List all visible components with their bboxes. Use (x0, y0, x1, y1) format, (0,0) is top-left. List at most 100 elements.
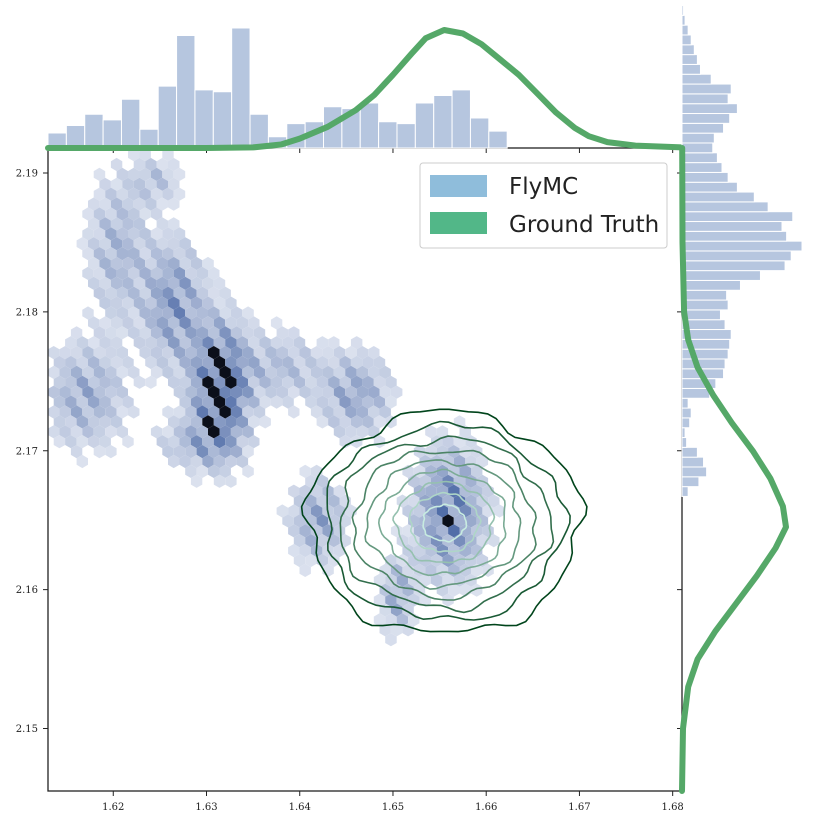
hexbin-cell (70, 385, 83, 399)
hexbin-cell (168, 415, 180, 429)
hexbin-cell (70, 445, 83, 459)
x-marginal-bar (433, 95, 453, 149)
hexbin-cell (196, 405, 208, 419)
x-marginal-bar (194, 89, 214, 149)
hexbin-cell (431, 474, 443, 488)
hexbin-cell (99, 177, 111, 191)
hexbin-cell (88, 256, 100, 271)
hexbin-cell (173, 346, 186, 360)
hexbin-cell (110, 415, 123, 429)
hexbin-cell (88, 395, 100, 409)
hexbin-cell (128, 247, 140, 261)
hexbin-cell (93, 286, 106, 300)
hexbin-cell (379, 563, 391, 577)
hexbin-cell (202, 355, 214, 370)
hexbin-cell (150, 167, 163, 181)
x-marginal-bar (396, 123, 416, 149)
hexbin-cell (88, 355, 100, 370)
hexbin-cell (248, 435, 260, 449)
hexbin-cell (282, 395, 294, 409)
hexbin-cell (333, 385, 346, 399)
y-marginal-bar (681, 299, 729, 311)
hexbin-cell (213, 276, 226, 290)
hexbin-cell (288, 544, 300, 558)
hexbin-cell (173, 306, 186, 320)
hexbin-cell (213, 454, 226, 469)
hexbin-cell (471, 464, 483, 478)
hexbin-cell (133, 336, 146, 350)
hexbin-cell (253, 326, 266, 340)
hexbin-cell (150, 326, 163, 340)
hexbin-cell (93, 207, 106, 221)
hexbin-cell (99, 256, 111, 271)
y-marginal-bar (681, 417, 691, 429)
hexbin-cell (242, 445, 254, 459)
hexbin-cell (402, 583, 414, 597)
hexbin-cell (299, 346, 311, 360)
hexbin-cell (116, 346, 128, 360)
hexbin-cell (299, 464, 311, 478)
hexbin-cell (362, 375, 374, 389)
hexbin-cell (236, 316, 249, 330)
hexbin-cell (145, 237, 157, 251)
hexbin-cell (259, 415, 271, 429)
hexbin-cell (368, 365, 380, 379)
hexbin-cell (305, 553, 317, 568)
hexbin-cell (190, 276, 203, 290)
hexbin-cell (328, 336, 340, 350)
hexbin-cell (316, 415, 329, 429)
hexbin-cell (442, 435, 454, 449)
hexbin-cell (379, 385, 391, 399)
hexbin-cell (82, 207, 94, 221)
hexbin-cell (385, 395, 397, 409)
hexbin-cell (265, 346, 277, 360)
hexbin-cell (168, 355, 180, 370)
hexbin-cell (156, 256, 168, 271)
hexbin-cell (190, 336, 203, 350)
hexbin-cell (133, 296, 146, 310)
y-marginal-bar (681, 14, 686, 26)
hexbin-cell (419, 534, 431, 548)
hexbin-cell (190, 435, 203, 449)
hexbin-cell (168, 316, 180, 330)
legend-swatch-ground-truth (430, 212, 487, 234)
hexbin-cell (339, 395, 351, 409)
hexbin-cell (196, 365, 208, 379)
hexbin-cell (190, 296, 203, 310)
hexbin-cell (173, 405, 186, 419)
hexbin-cell (145, 355, 157, 370)
hexbin-cell (162, 346, 174, 360)
hexbin-cell (162, 187, 174, 201)
x-marginal-bar (102, 119, 122, 149)
hexbin-cell (99, 296, 111, 310)
hexbin-cell (168, 237, 180, 251)
hexbin-cell (162, 286, 174, 300)
hexbin-cell (156, 197, 168, 211)
hexbin-cell (385, 613, 397, 627)
contour-level (326, 420, 571, 621)
hexbin-cell (408, 494, 420, 508)
hexbin-cell (156, 276, 168, 290)
hexbin-cell (282, 355, 294, 370)
hexbin-cell (105, 306, 117, 320)
hexbin-cell (259, 375, 271, 389)
hexbin-cell (185, 286, 197, 300)
hexbin-cell (368, 405, 380, 419)
hexbin-cell (230, 306, 243, 320)
hexbin-cell (76, 375, 88, 389)
hexbin-cell (431, 494, 443, 508)
hexbin-cell (133, 276, 146, 290)
hexbin-cell (139, 167, 151, 181)
hexbin-cell (133, 237, 146, 251)
hexbin-cell (53, 355, 66, 370)
hexbin-cell (488, 534, 500, 548)
hexbin-cell (419, 514, 431, 528)
hexbin-cell (168, 276, 180, 290)
hexbin-cell (310, 385, 323, 399)
hexbin-cell (128, 405, 140, 419)
hexbin-cell (322, 385, 334, 399)
hexbin-cell (328, 553, 340, 568)
hexbin-cell (425, 425, 437, 439)
hexbin-cell (116, 326, 128, 340)
hexbin-cell (162, 405, 174, 419)
